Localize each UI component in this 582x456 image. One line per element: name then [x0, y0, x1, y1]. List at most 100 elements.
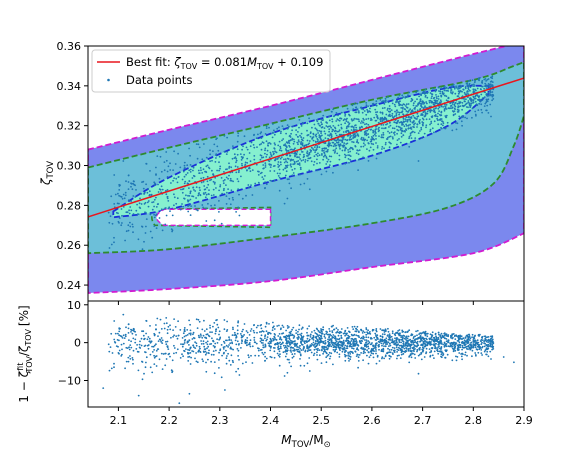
top-data-point [388, 126, 390, 128]
top-data-point [322, 119, 325, 121]
bottom-data-point [474, 334, 476, 337]
bottom-data-point [464, 336, 467, 339]
top-data-point [384, 141, 387, 144]
top-data-point [420, 137, 423, 140]
top-data-point [228, 167, 231, 169]
top-data-point [288, 142, 291, 145]
top-data-point [176, 197, 179, 200]
bottom-data-point [268, 344, 271, 347]
top-data-point [182, 170, 185, 173]
top-data-point [179, 166, 182, 169]
top-data-point [292, 172, 295, 174]
bottom-data-point [459, 346, 462, 349]
bottom-data-point [276, 341, 279, 344]
top-data-point [319, 125, 322, 127]
top-data-point [335, 112, 338, 114]
bottom-data-point [483, 350, 486, 353]
top-data-point [424, 105, 426, 108]
top-data-point [420, 100, 422, 103]
top-data-point [310, 146, 313, 149]
top-data-point [364, 123, 366, 126]
bottom-data-point [381, 344, 383, 347]
top-data-point [262, 164, 265, 166]
top-data-point [151, 208, 154, 211]
bottom-data-point [315, 348, 318, 350]
top-data-point [375, 111, 377, 114]
bottom-data-point [477, 343, 480, 346]
bottom-data-point [289, 349, 292, 352]
bottom-data-point [123, 337, 126, 339]
top-data-point [405, 103, 408, 106]
bottom-data-point [286, 350, 288, 353]
bottom-data-point [320, 328, 322, 330]
bottom-data-point [481, 341, 483, 344]
top-data-point [292, 142, 295, 145]
bottom-data-point [316, 340, 319, 343]
bottom-data-point [108, 369, 111, 372]
bottom-data-point [347, 334, 349, 337]
top-data-point [400, 107, 403, 109]
top-data-point [131, 188, 134, 191]
top-data-point [345, 147, 347, 150]
bottom-data-point [404, 351, 406, 353]
top-data-point [249, 160, 252, 163]
bottom-data-point [363, 336, 365, 339]
bottom-data-point [416, 329, 419, 332]
bottom-data-point [454, 349, 457, 352]
top-data-point [153, 213, 156, 216]
bottom-data-point [337, 329, 339, 331]
top-data-point [360, 136, 363, 139]
top-data-point [270, 155, 273, 157]
bottom-data-point [134, 341, 137, 344]
bottom-data-point [285, 341, 288, 344]
top-data-point [109, 215, 112, 218]
bottom-data-point [306, 350, 309, 353]
top-data-point [334, 132, 337, 135]
top-data-point [412, 121, 414, 124]
top-data-point [355, 141, 358, 144]
bottom-data-point [369, 331, 371, 333]
top-data-point [294, 151, 297, 154]
top-data-point [293, 148, 296, 151]
bottom-data-point [456, 344, 459, 347]
bottom-data-point [369, 343, 372, 346]
bottom-data-point [248, 343, 251, 346]
top-data-point [451, 106, 454, 109]
bottom-data-point [386, 335, 389, 337]
bottom-data-point [306, 327, 309, 330]
bottom-data-point [211, 331, 213, 334]
top-data-point [431, 100, 433, 103]
bottom-data-point [121, 348, 123, 351]
bottom-data-point [299, 364, 302, 367]
top-data-point [480, 108, 483, 111]
bottom-data-point [399, 349, 402, 351]
bottom-data-point [154, 355, 157, 358]
bottom-data-point [330, 339, 333, 341]
bottom-data-point [400, 353, 403, 356]
bottom-data-point [311, 337, 313, 340]
top-data-point [160, 170, 163, 173]
bottom-data-point [195, 342, 198, 345]
bottom-x-tick-label: 2.3 [211, 414, 229, 427]
bottom-data-point [306, 334, 309, 337]
top-data-point [420, 104, 422, 107]
top-data-point [443, 109, 446, 112]
top-data-point [222, 180, 225, 182]
top-data-point [384, 101, 387, 103]
bottom-data-point [490, 337, 493, 340]
top-data-point [362, 117, 365, 120]
top-data-point [128, 209, 131, 212]
bottom-data-point [322, 342, 325, 344]
top-data-point [213, 183, 216, 185]
top-data-point [235, 171, 238, 174]
bottom-data-point [216, 342, 219, 344]
top-data-point [323, 147, 326, 150]
top-data-point [365, 118, 368, 120]
bottom-data-point [293, 353, 296, 355]
top-data-point [278, 176, 281, 179]
top-data-point [283, 161, 286, 164]
top-data-point [209, 153, 212, 156]
bottom-data-point [438, 343, 441, 345]
top-data-point [404, 118, 407, 120]
bottom-data-point [290, 340, 293, 342]
